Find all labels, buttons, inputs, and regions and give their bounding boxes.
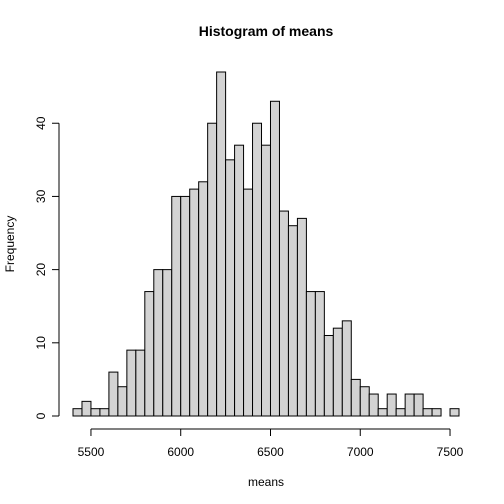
y-tick-label: 40 xyxy=(34,116,48,130)
y-axis-label: Frequency xyxy=(3,216,17,273)
histogram-bar xyxy=(189,188,200,417)
histogram-bar xyxy=(225,159,236,417)
histogram-bar xyxy=(72,408,83,417)
histogram-bar xyxy=(261,144,271,417)
x-tick-label: 7500 xyxy=(437,445,464,459)
histogram-bar xyxy=(386,393,397,417)
histogram-bar xyxy=(341,320,352,417)
histogram-bar xyxy=(90,408,101,417)
histogram-bar xyxy=(126,349,137,417)
x-tick-label: 6000 xyxy=(167,445,194,459)
histogram-bar xyxy=(395,408,406,417)
histogram-bar xyxy=(269,100,280,417)
histogram-bar xyxy=(323,334,334,417)
histogram-bar xyxy=(449,408,460,417)
histogram-bar xyxy=(171,195,182,417)
histogram-bar xyxy=(287,225,298,417)
histogram-bar xyxy=(359,386,370,417)
x-tick-label: 7000 xyxy=(347,445,374,459)
y-tick-label: 20 xyxy=(34,263,48,277)
y-tick-label: 30 xyxy=(34,189,48,203)
histogram-bar xyxy=(243,188,254,417)
histogram-bar xyxy=(108,371,119,417)
bars-group xyxy=(72,71,460,417)
histogram-bar xyxy=(234,144,245,417)
histogram-bar xyxy=(153,269,164,417)
histogram-bar xyxy=(296,217,307,417)
y-tick-label: 0 xyxy=(34,412,48,419)
histogram-bar xyxy=(314,291,325,417)
histogram-bar xyxy=(144,291,155,417)
histogram-bar xyxy=(81,400,92,417)
histogram-bar xyxy=(332,327,343,417)
histogram-bar xyxy=(162,269,173,417)
y-axis: 0 10 20 30 40 xyxy=(34,116,60,419)
histogram-bar xyxy=(350,378,361,417)
y-tick-label: 10 xyxy=(34,336,48,350)
histogram-bar xyxy=(252,122,263,417)
histogram-bar xyxy=(207,122,218,417)
histogram-bar xyxy=(422,408,433,417)
x-axis: 5500 6000 6500 7000 7500 xyxy=(78,428,464,459)
histogram-bar xyxy=(216,71,227,417)
x-tick-label: 5500 xyxy=(78,445,105,459)
histogram-bar xyxy=(431,408,442,417)
histogram-bar xyxy=(413,393,424,417)
chart-title: Histogram of means xyxy=(199,23,334,39)
histogram-bar xyxy=(135,349,146,417)
x-tick-label: 6500 xyxy=(257,445,284,459)
histogram-bar xyxy=(198,181,209,417)
histogram-bar xyxy=(368,393,379,417)
histogram-bar xyxy=(377,408,388,417)
histogram-bar xyxy=(117,386,128,417)
histogram-bar xyxy=(305,291,316,417)
histogram-bar xyxy=(180,195,191,417)
x-axis-label: means xyxy=(248,475,284,489)
histogram-bar xyxy=(99,408,110,417)
histogram-bar xyxy=(278,210,289,417)
histogram-bar xyxy=(404,393,415,417)
